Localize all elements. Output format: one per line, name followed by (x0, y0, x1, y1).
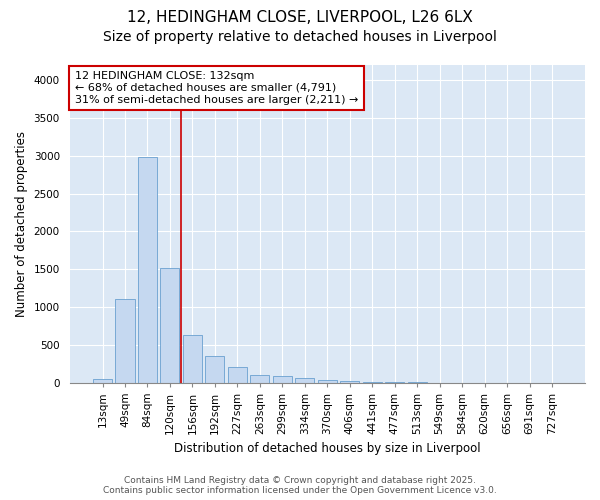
Bar (205, 356, 224, 382)
Bar (228, 366, 247, 382)
Text: 12 HEDINGHAM CLOSE: 132sqm
← 68% of detached houses are smaller (4,791)
31% of s: 12 HEDINGHAM CLOSE: 132sqm ← 68% of deta… (74, 72, 358, 104)
Bar (93, 378, 112, 382)
Text: Contains HM Land Registry data © Crown copyright and database right 2025.
Contai: Contains HM Land Registry data © Crown c… (103, 476, 497, 495)
Text: 12, HEDINGHAM CLOSE, LIVERPOOL, L26 6LX: 12, HEDINGHAM CLOSE, LIVERPOOL, L26 6LX (127, 10, 473, 25)
X-axis label: Distribution of detached houses by size in Liverpool: Distribution of detached houses by size … (174, 442, 481, 455)
Y-axis label: Number of detached properties: Number of detached properties (15, 131, 28, 317)
Bar (183, 335, 202, 382)
Text: Size of property relative to detached houses in Liverpool: Size of property relative to detached ho… (103, 30, 497, 44)
Bar (273, 376, 292, 382)
Bar (318, 380, 337, 382)
Bar (295, 378, 314, 382)
Bar (340, 381, 359, 382)
Bar (115, 300, 134, 382)
Bar (160, 268, 179, 382)
Bar (250, 376, 269, 382)
Bar (138, 157, 157, 382)
